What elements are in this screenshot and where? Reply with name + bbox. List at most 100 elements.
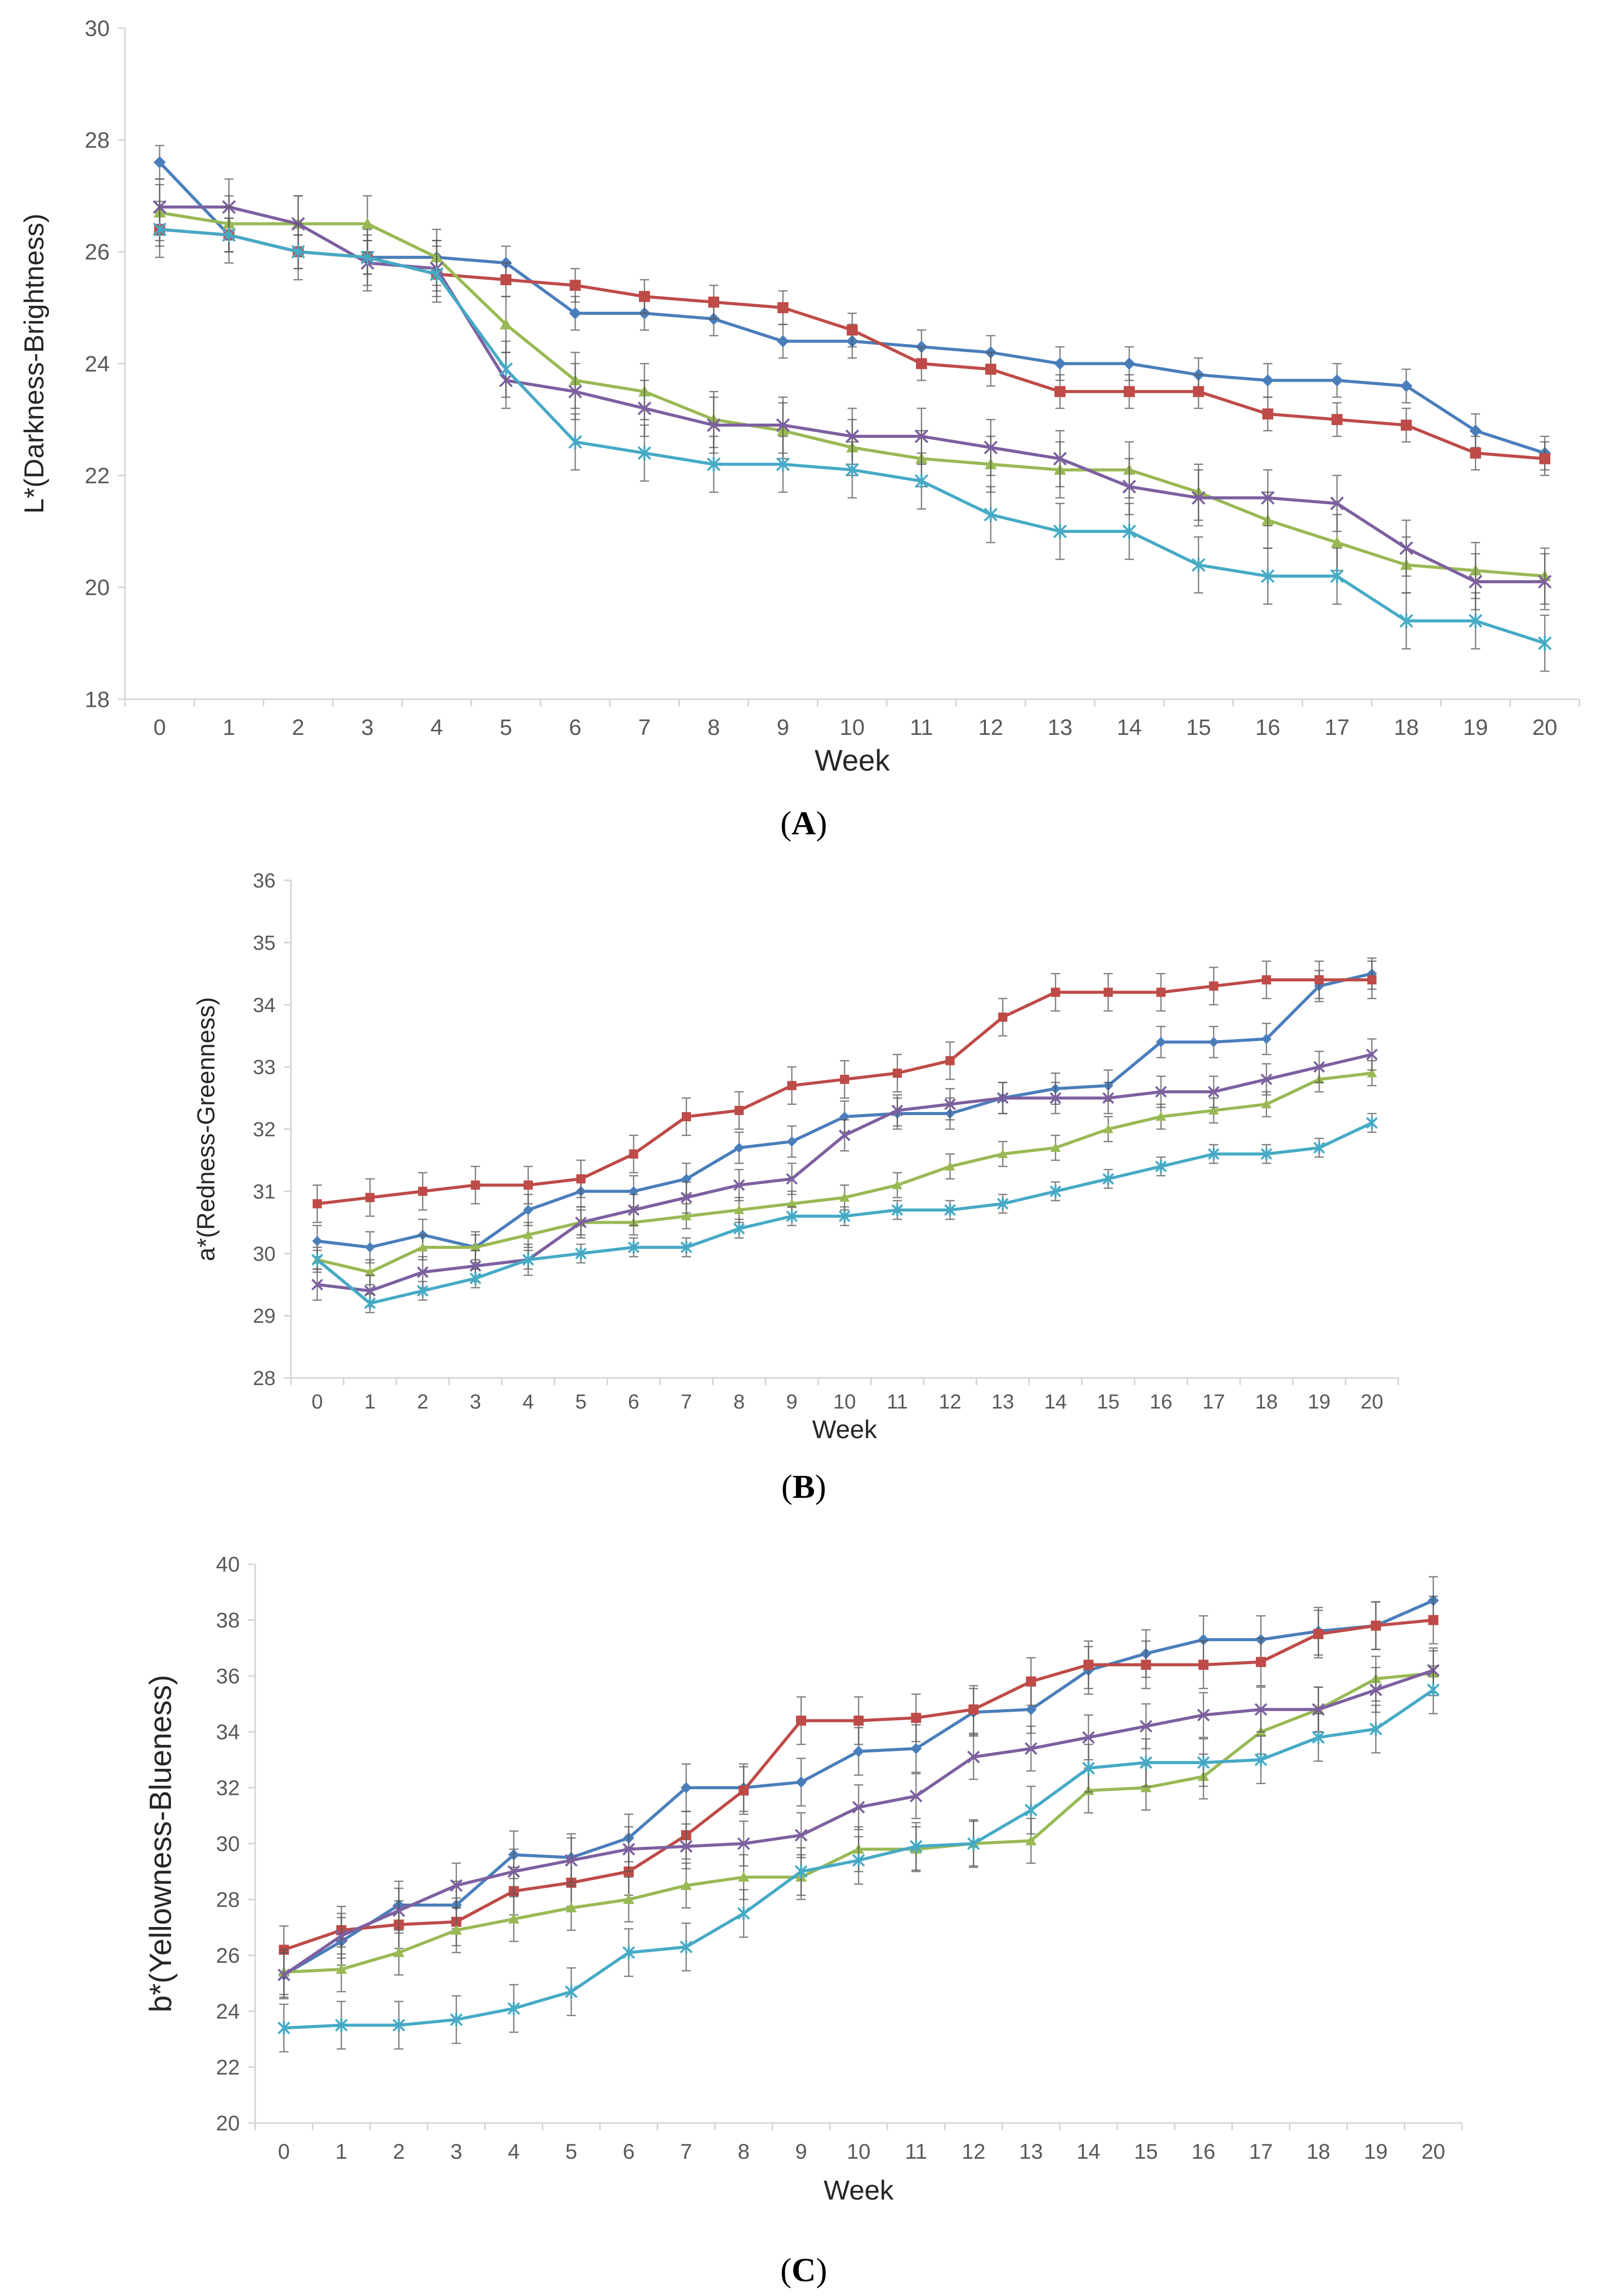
data-point [1026, 1676, 1036, 1687]
data-point [416, 1266, 429, 1278]
data-point [639, 291, 650, 302]
data-point [1193, 386, 1204, 398]
data-point [564, 1985, 578, 1998]
data-point [365, 1242, 375, 1253]
data-point [1049, 1092, 1061, 1104]
data-point [1207, 1085, 1220, 1098]
data-point [291, 244, 305, 259]
data-point [734, 1143, 745, 1153]
data-point [1051, 987, 1060, 997]
data-point [1538, 575, 1552, 589]
data-point [1428, 1615, 1439, 1625]
data-point [1053, 524, 1067, 539]
y-tick-label: 22 [85, 463, 110, 488]
data-point [681, 1211, 691, 1221]
data-point [392, 2018, 405, 2032]
data-point [1102, 1173, 1115, 1185]
data-point [451, 1924, 462, 1935]
x-tick-label: 16 [1192, 2139, 1216, 2163]
data-point [430, 266, 444, 282]
x-tick-label: 4 [430, 715, 442, 740]
data-point [1260, 1073, 1273, 1085]
data-point [1399, 541, 1414, 555]
data-point [1155, 1085, 1167, 1098]
y-tick-label: 28 [216, 1888, 240, 1912]
data-point [1260, 491, 1275, 505]
data-point [416, 1285, 429, 1297]
y-tick-label: 26 [85, 240, 110, 265]
caption-b-letter: B [793, 1468, 815, 1505]
x-tick-label: 1 [335, 2139, 347, 2163]
data-point [1197, 1756, 1210, 1769]
x-tick-label: 1 [222, 715, 235, 740]
y-tick-label: 18 [85, 687, 110, 712]
x-tick-label: 6 [569, 715, 581, 740]
y-tick-label: 33 [253, 1056, 276, 1079]
x-tick-label: 12 [978, 715, 1003, 740]
data-point [680, 1840, 693, 1853]
data-point [1024, 1803, 1037, 1817]
data-point [1366, 1117, 1378, 1129]
data-point [853, 1745, 864, 1757]
data-point [1262, 408, 1274, 419]
data-point [1024, 1742, 1037, 1755]
x-tick-label: 14 [1117, 715, 1142, 740]
data-point [1155, 1160, 1167, 1173]
data-point [914, 474, 929, 489]
x-tick-label: 3 [361, 715, 374, 740]
data-point [1102, 1092, 1115, 1104]
data-point [998, 1149, 1008, 1158]
data-point [682, 1112, 691, 1122]
x-tick-label: 5 [575, 1391, 586, 1413]
data-point [470, 1242, 481, 1252]
data-point [738, 1871, 750, 1882]
data-point [1261, 975, 1271, 984]
x-tick-label: 18 [1255, 1391, 1278, 1413]
data-point [967, 1750, 980, 1764]
data-point [153, 222, 167, 237]
y-tick-label: 24 [216, 1999, 240, 2023]
y-tick-label: 24 [85, 352, 110, 377]
y-axis-label: L*(Darkness-Brightness) [19, 213, 50, 513]
data-point [1469, 575, 1482, 589]
data-point [1156, 1112, 1166, 1121]
data-point [1469, 425, 1482, 437]
data-point [945, 1056, 955, 1066]
x-tick-label: 13 [992, 1391, 1015, 1413]
data-point [1140, 1782, 1152, 1792]
series-4 [311, 1038, 1378, 1307]
x-tick-label: 0 [154, 715, 166, 740]
x-tick-label: 3 [450, 2139, 462, 2163]
y-tick-label: 29 [253, 1305, 276, 1327]
data-point [1254, 1753, 1268, 1767]
data-point [450, 1879, 463, 1892]
data-point [1208, 1036, 1219, 1047]
data-point [776, 457, 790, 472]
data-point [1197, 1709, 1210, 1722]
caption-a: (A) [780, 805, 827, 842]
data-point [1083, 1660, 1094, 1670]
x-tick-label: 14 [1044, 1391, 1067, 1413]
data-point [471, 1180, 480, 1190]
x-tick-label: 1 [364, 1391, 376, 1413]
data-point [1331, 414, 1343, 425]
data-point [570, 280, 581, 291]
data-point [786, 1173, 798, 1185]
data-point [523, 1229, 533, 1239]
y-tick-label: 28 [85, 128, 110, 153]
data-point [984, 507, 998, 522]
caption-c-letter: C [791, 2252, 816, 2289]
data-point [1025, 1704, 1037, 1715]
data-point [450, 2013, 463, 2027]
y-tick-label: 30 [253, 1243, 276, 1265]
caption-b: (B) [781, 1468, 826, 1505]
data-point [852, 1854, 865, 1867]
data-point [575, 1247, 587, 1260]
data-point [1103, 987, 1113, 997]
x-tick-label: 17 [1202, 1391, 1225, 1413]
data-point [1261, 1099, 1272, 1108]
x-tick-label: 16 [1255, 715, 1280, 740]
x-tick-label: 20 [1360, 1391, 1383, 1413]
data-point [891, 1203, 903, 1216]
x-tick-label: 4 [508, 2139, 519, 2163]
